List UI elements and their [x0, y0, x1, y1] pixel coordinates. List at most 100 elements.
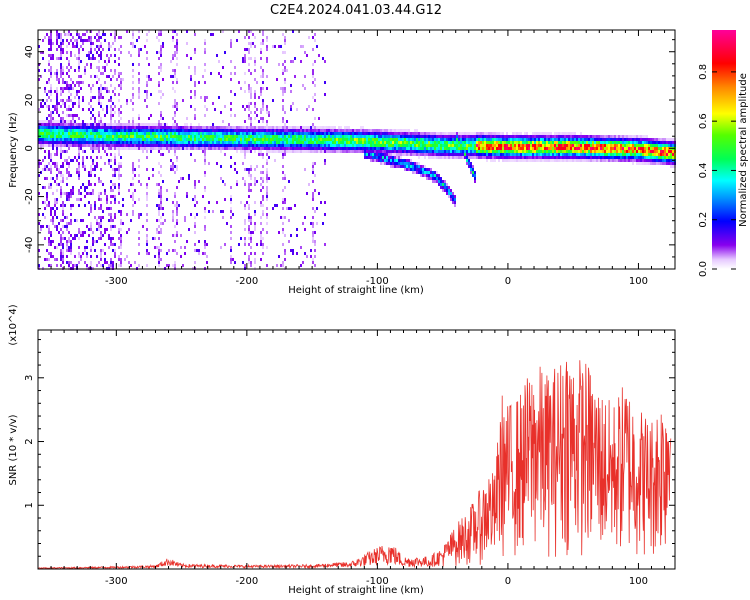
- heatmap-cell: [398, 153, 400, 156]
- heatmap-cell: [312, 135, 314, 138]
- heatmap-cell: [310, 126, 312, 129]
- heatmap-cell: [266, 138, 268, 141]
- heatmap-cell: [78, 129, 80, 132]
- heatmap-cell: [406, 132, 408, 135]
- heatmap-cell: [60, 141, 62, 144]
- heatmap-cell: [668, 138, 670, 141]
- heatmap-cell: [394, 135, 396, 138]
- heatmap-cell: [248, 48, 250, 51]
- heatmap-cell: [580, 135, 582, 138]
- heatmap-cell: [60, 219, 62, 222]
- heatmap-cell: [266, 195, 268, 198]
- heatmap-cell: [122, 126, 124, 129]
- heatmap-cell: [386, 150, 388, 153]
- heatmap-cell: [284, 198, 286, 201]
- heatmap-cell: [242, 138, 244, 141]
- heatmap-cell: [510, 147, 512, 150]
- heatmap-cell: [538, 147, 540, 150]
- heatmap-cell: [450, 144, 452, 147]
- heatmap-cell: [274, 159, 276, 162]
- heatmap-cell: [204, 156, 206, 159]
- heatmap-cell: [308, 105, 310, 108]
- heatmap-cell: [42, 126, 44, 129]
- heatmap-cell: [118, 186, 120, 189]
- heatmap-cell: [374, 141, 376, 144]
- heatmap-cell: [382, 129, 384, 132]
- heatmap-cell: [346, 132, 348, 135]
- heatmap-cell: [286, 69, 288, 72]
- heatmap-cell: [262, 30, 264, 33]
- heatmap-cell: [178, 141, 180, 144]
- heatmap-cell: [410, 159, 412, 162]
- heatmap-cell: [614, 141, 616, 144]
- heatmap-cell: [474, 132, 476, 135]
- heatmap-cell: [558, 156, 560, 159]
- heatmap-cell: [148, 132, 150, 135]
- heatmap-cell: [110, 111, 112, 114]
- heatmap-cell: [384, 159, 386, 162]
- heatmap-cell: [254, 135, 256, 138]
- heatmap-cell: [158, 72, 160, 75]
- heatmap-cell: [240, 144, 242, 147]
- heatmap-cell: [292, 126, 294, 129]
- heatmap-cell: [232, 135, 234, 138]
- heatmap-cell: [54, 108, 56, 111]
- heatmap-cell: [62, 258, 64, 261]
- heatmap-cell: [126, 135, 128, 138]
- heatmap-cell: [438, 135, 440, 138]
- heatmap-cell: [482, 135, 484, 138]
- heatmap-cell: [164, 219, 166, 222]
- heatmap-cell: [328, 129, 330, 132]
- heatmap-cell: [654, 138, 656, 141]
- heatmap-cell: [282, 126, 284, 129]
- heatmap-cell: [300, 60, 302, 63]
- heatmap-cell: [254, 150, 256, 153]
- heatmap-cell: [480, 135, 482, 138]
- heatmap-cell: [122, 78, 124, 81]
- heatmap-cell: [506, 156, 508, 159]
- heatmap-cell: [258, 135, 260, 138]
- heatmap-cell: [596, 144, 598, 147]
- heatmap-cell: [446, 132, 448, 135]
- heatmap-cell: [288, 141, 290, 144]
- heatmap-cell: [302, 147, 304, 150]
- heatmap-cell: [254, 261, 256, 264]
- heatmap-cell: [54, 258, 56, 261]
- heatmap-cell: [150, 150, 152, 153]
- heatmap-cell: [230, 249, 232, 252]
- heatmap-cell: [110, 105, 112, 108]
- heatmap-cell: [448, 192, 450, 195]
- heatmap-cell: [62, 120, 64, 123]
- heatmap-cell: [68, 162, 70, 165]
- heatmap-cell: [132, 198, 134, 201]
- heatmap-cell: [172, 54, 174, 57]
- heatmap-cell: [366, 150, 368, 153]
- heatmap-cell: [98, 69, 100, 72]
- heatmap-cell: [462, 132, 464, 135]
- heatmap-cell: [80, 147, 82, 150]
- heatmap-cell: [158, 210, 160, 213]
- heatmap-cell: [288, 126, 290, 129]
- heatmap-cell: [98, 66, 100, 69]
- heatmap-cell: [402, 159, 404, 162]
- heatmap-cell: [114, 198, 116, 201]
- heatmap-cell: [108, 147, 110, 150]
- heatmap-cell: [48, 264, 50, 267]
- heatmap-cell: [62, 42, 64, 45]
- heatmap-cell: [254, 117, 256, 120]
- heatmap-cell: [448, 138, 450, 141]
- heatmap-cell: [530, 147, 532, 150]
- heatmap-cell: [126, 231, 128, 234]
- heatmap-cell: [118, 177, 120, 180]
- heatmap-cell: [332, 144, 334, 147]
- heatmap-cell: [210, 126, 212, 129]
- heatmap-cell: [100, 102, 102, 105]
- heatmap-cell: [144, 99, 146, 102]
- heatmap-cell: [622, 135, 624, 138]
- heatmap-cell: [48, 144, 50, 147]
- heatmap-cell: [46, 249, 48, 252]
- heatmap-cell: [254, 57, 256, 60]
- heatmap-cell: [128, 261, 130, 264]
- heatmap-cell: [306, 126, 308, 129]
- heatmap-cell: [452, 141, 454, 144]
